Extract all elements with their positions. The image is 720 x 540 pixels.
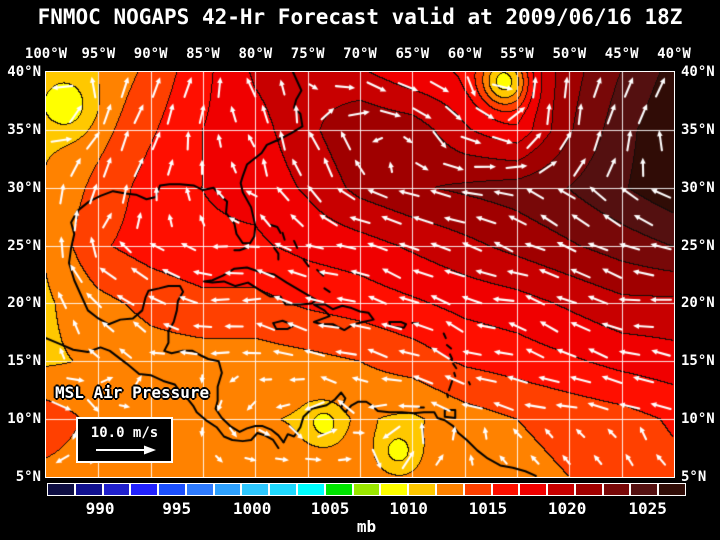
- colorbar-cell: [325, 484, 352, 495]
- colorbar-ticks: 990 995 1000 1005 1010 1015 1020 1025: [47, 499, 686, 518]
- lat-tick-label: 10°N: [7, 411, 41, 428]
- lat-tick-label: 10°N: [681, 411, 715, 428]
- colorbar-cell: [270, 484, 297, 495]
- colorbar-cell: [603, 484, 630, 495]
- lat-tick-label: 25°N: [681, 237, 715, 254]
- lat-tick-label: 20°N: [7, 295, 41, 312]
- lat-tick-label: 40°N: [7, 64, 41, 80]
- lat-tick-label: 5°N: [15, 469, 41, 485]
- colorbar-tick-label: 990: [85, 499, 115, 518]
- lon-tick-label: 95°W: [81, 46, 116, 62]
- field-label: MSL Air Pressure: [55, 383, 210, 402]
- lat-tick-label: 5°N: [681, 469, 707, 485]
- colorbar-tick-label: 1025: [628, 499, 667, 518]
- colorbar-tick-label: 1010: [389, 499, 428, 518]
- colorbar-cell: [631, 484, 658, 495]
- lon-tick-label: 80°W: [238, 46, 273, 62]
- colorbar-cell: [75, 484, 102, 495]
- reference-arrow-icon: [95, 445, 156, 455]
- pressure-colorbar: [47, 483, 686, 496]
- lat-tick-label: 25°N: [7, 237, 41, 254]
- lat-tick-label: 15°N: [681, 353, 715, 370]
- lon-tick-label: 85°W: [186, 46, 220, 62]
- colorbar-cell: [214, 484, 241, 495]
- colorbar-tick-label: 1005: [310, 499, 350, 518]
- lat-tick-label: 35°N: [7, 121, 41, 138]
- colorbar-cell: [381, 484, 408, 495]
- wind-scale-label: 10.0 m/s: [90, 425, 159, 441]
- colorbar-cell: [131, 484, 158, 495]
- lon-tick-label: 70°W: [343, 46, 377, 62]
- lat-tick-label: 20°N: [681, 295, 715, 312]
- colorbar-cell: [353, 484, 380, 495]
- lat-tick-label: 15°N: [7, 353, 41, 370]
- colorbar-cell: [409, 484, 435, 495]
- lon-tick-label: 50°W: [552, 46, 587, 62]
- colorbar-tick-label: 1015: [468, 499, 508, 518]
- map-plot-area: [45, 71, 675, 478]
- lon-tick-label: 100°W: [24, 46, 68, 62]
- lon-tick-label: 60°W: [447, 46, 482, 62]
- colorbar-cell: [103, 484, 130, 495]
- lat-tick-label: 40°N: [681, 64, 715, 80]
- colorbar-cell: [464, 484, 491, 495]
- lon-tick-label: 40°W: [657, 46, 691, 62]
- colorbar-cell: [548, 484, 574, 495]
- lon-tick-label: 45°W: [604, 46, 639, 62]
- colorbar-cell: [159, 484, 185, 495]
- lon-tick-label: 75°W: [290, 46, 325, 62]
- lon-tick-label: 55°W: [500, 46, 534, 62]
- colorbar-cell: [436, 484, 463, 495]
- colorbar-units: mb: [356, 517, 377, 536]
- colorbar-cell: [242, 484, 269, 495]
- colorbar-cell: [298, 484, 324, 495]
- colorbar-cell: [520, 484, 547, 495]
- page-title: FNMOC NOGAPS 42-Hr Forecast valid at 200…: [37, 5, 683, 29]
- lat-tick-label: 30°N: [7, 179, 41, 196]
- lon-tick-label: 90°W: [133, 46, 168, 62]
- colorbar-cell: [659, 484, 685, 495]
- colorbar-tick-label: 1000: [232, 499, 272, 518]
- colorbar-cell: [186, 484, 213, 495]
- colorbar-tick-label: 995: [162, 499, 192, 518]
- wind-scale-legend: 10.0 m/s: [76, 417, 173, 463]
- lat-tick-label: 35°N: [681, 121, 715, 138]
- colorbar-cell: [575, 484, 602, 495]
- lat-tick-label: 30°N: [681, 179, 715, 196]
- colorbar-tick-label: 1020: [547, 499, 587, 518]
- pressure-map-canvas: [46, 72, 674, 477]
- colorbar-cell: [48, 484, 74, 495]
- lon-tick-label: 65°W: [395, 46, 430, 62]
- colorbar-cell: [492, 484, 519, 495]
